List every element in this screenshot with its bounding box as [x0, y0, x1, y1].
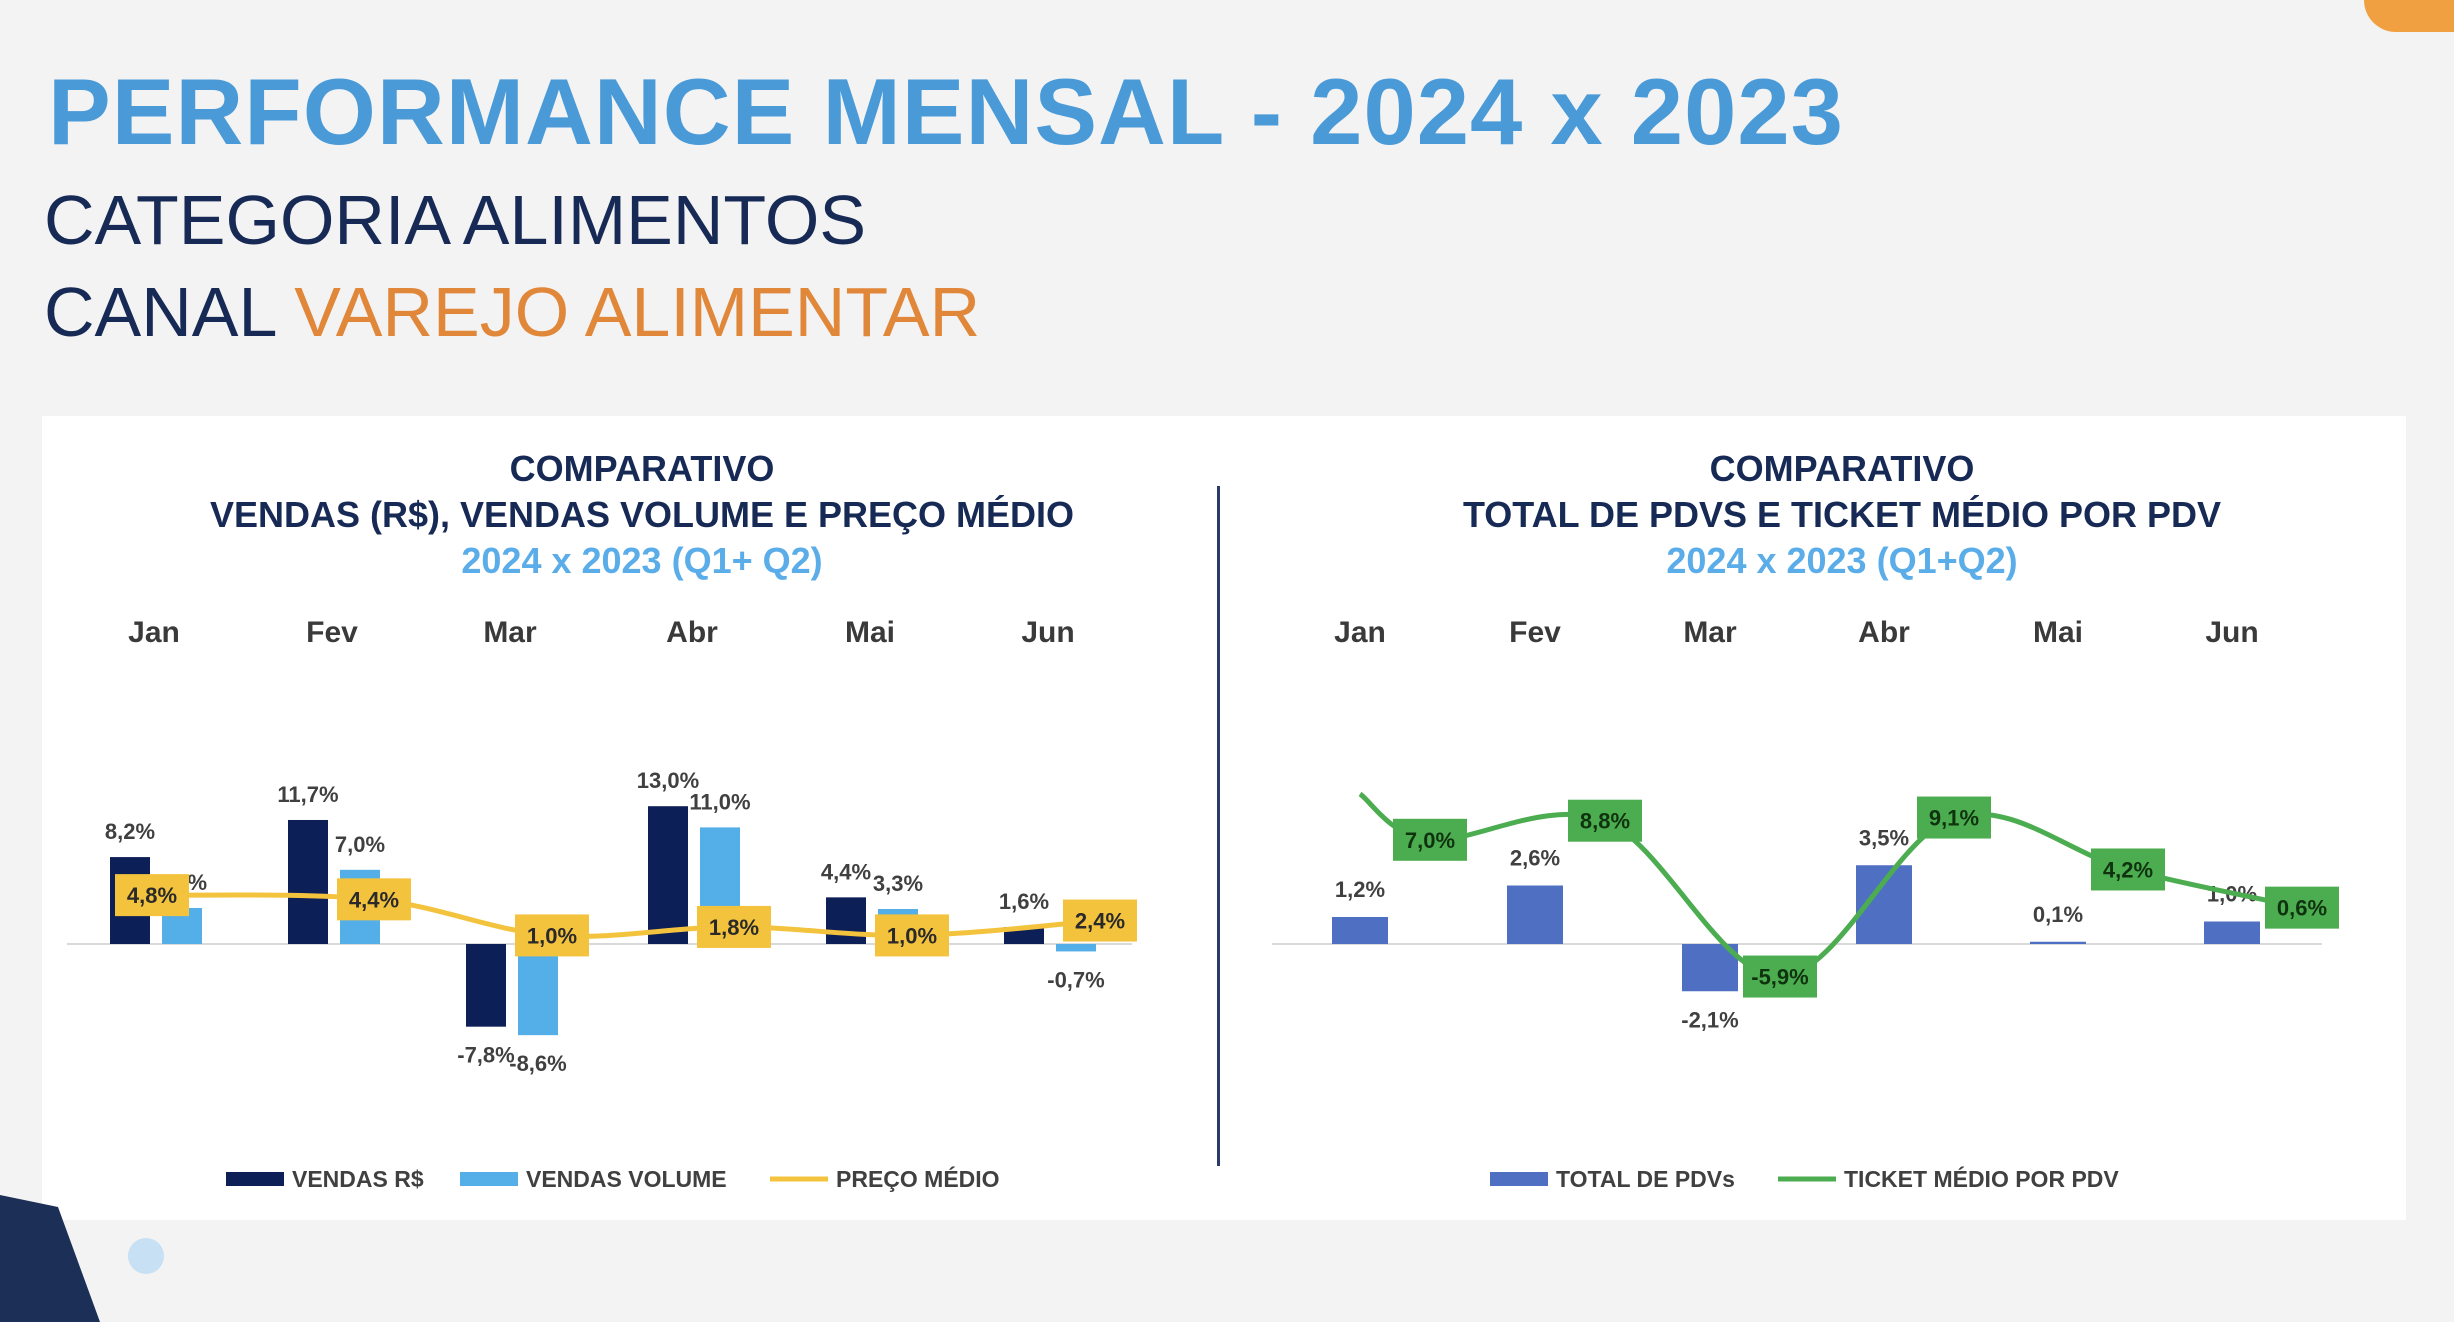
charts-panel: COMPARATIVO VENDAS (R$), VENDAS VOLUME E…	[42, 416, 2406, 1220]
charts-divider	[1217, 486, 1220, 1166]
right-label-ticket-box	[2091, 848, 2165, 891]
left-label-vendas: 11,7%	[277, 782, 338, 807]
left-bar-vendas	[826, 897, 866, 944]
left-label-preco: 4,4%	[349, 887, 399, 912]
left-month-label: Jan	[128, 616, 180, 649]
left-heading-2: VENDAS (R$), VENDAS VOLUME E PREÇO MÉDIO	[209, 494, 1075, 535]
legend-ticket: TICKET MÉDIO POR PDV	[1844, 1165, 2119, 1192]
corner-shape-decoration	[0, 1195, 100, 1322]
left-label-preco-box	[875, 914, 949, 957]
left-label-volume: 7,0%	[335, 832, 385, 857]
right-month-label: Mai	[2033, 616, 2083, 649]
legend-preco: PREÇO MÉDIO	[836, 1165, 1000, 1192]
right-label-pdv: 1,2%	[1335, 877, 1385, 902]
right-heading-1: COMPARATIVO	[1709, 448, 1975, 489]
channel-prefix: CANAL	[44, 273, 295, 351]
left-chart-heading: COMPARATIVO VENDAS (R$), VENDAS VOLUME E…	[92, 446, 1192, 584]
left-label-volume: 11,0%	[689, 789, 750, 814]
right-heading-2: TOTAL DE PDVS E TICKET MÉDIO POR PDV	[1462, 494, 2222, 535]
left-label-preco-box	[1063, 899, 1137, 942]
right-label-ticket-box	[1743, 955, 1817, 998]
category-subtitle: CATEGORIA ALIMENTOS	[44, 181, 867, 259]
left-label-preco: 1,0%	[887, 923, 937, 948]
left-month-label: Jun	[1021, 616, 1074, 649]
legend-swatch-pdv	[1490, 1172, 1548, 1186]
left-label-volume: -0,7%	[1047, 967, 1104, 992]
left-label-vendas: 8,2%	[105, 819, 155, 844]
right-month-label: Abr	[1858, 616, 1910, 649]
charts-svg: JanFevMarAbrMaiJun8,2%3,4%11,7%7,0%-7,8%…	[67, 616, 2339, 1192]
left-label-volume: 3,3%	[873, 871, 923, 896]
right-month-label: Jan	[1334, 616, 1386, 649]
legend-swatch-vendas	[226, 1172, 284, 1186]
legend-pdv: TOTAL DE PDVs	[1556, 1166, 1735, 1192]
left-label-preco: 1,0%	[527, 923, 577, 948]
left-label-preco: 2,4%	[1075, 909, 1125, 934]
left-bar-vendas	[288, 819, 328, 944]
left-label-preco: 1,8%	[709, 915, 759, 940]
right-label-ticket-box	[1393, 818, 1467, 861]
left-label-preco-box	[337, 878, 411, 921]
right-label-pdv: 3,5%	[1859, 825, 1909, 850]
right-label-ticket: 7,0%	[1405, 828, 1455, 853]
channel-name: VAREJO ALIMENTAR	[294, 273, 981, 351]
right-bar-pdv	[2030, 941, 2086, 944]
left-label-preco-box	[697, 905, 771, 948]
left-bar-vendas	[466, 944, 506, 1027]
left-label-vendas: 4,4%	[821, 859, 871, 884]
right-label-pdv: 0,1%	[2033, 902, 2083, 927]
left-heading-1: COMPARATIVO	[509, 448, 775, 489]
left-bar-volume	[1056, 944, 1096, 952]
right-label-ticket: 8,8%	[1580, 809, 1630, 834]
right-month-label: Mar	[1683, 616, 1737, 649]
right-month-label: Fev	[1509, 616, 1561, 649]
left-month-label: Abr	[666, 616, 718, 649]
right-bar-pdv	[1507, 885, 1563, 944]
right-label-ticket: 0,6%	[2277, 896, 2327, 921]
right-bar-pdv	[1332, 917, 1388, 944]
left-bar-vendas	[648, 806, 688, 944]
corner-decoration	[2364, 0, 2454, 32]
right-label-ticket-box	[2265, 886, 2339, 929]
left-label-vendas: 1,6%	[999, 889, 1049, 914]
left-label-preco-box	[115, 874, 189, 917]
right-month-label: Jun	[2205, 616, 2258, 649]
channel-subtitle: CANAL VAREJO ALIMENTAR	[44, 272, 980, 352]
dot-decoration	[128, 1238, 164, 1274]
left-bar-volume	[518, 944, 558, 1036]
left-bar-vendas	[1004, 927, 1044, 944]
left-month-label: Fev	[306, 616, 358, 649]
left-heading-3: 2024 x 2023 (Q1+ Q2)	[461, 540, 823, 581]
right-label-ticket: -5,9%	[1751, 965, 1808, 990]
left-label-preco: 4,8%	[127, 883, 177, 908]
left-label-preco-box	[515, 914, 589, 957]
page-title: PERFORMANCE MENSAL - 2024 x 2023	[48, 59, 1844, 164]
left-month-label: Mar	[483, 616, 537, 649]
left-month-label: Mai	[845, 616, 895, 649]
right-label-pdv: -2,1%	[1681, 1007, 1738, 1032]
left-label-volume: -8,6%	[509, 1051, 566, 1076]
right-heading-3: 2024 x 2023 (Q1+Q2)	[1666, 540, 2018, 581]
right-label-ticket-box	[1568, 799, 1642, 842]
legend-volume: VENDAS VOLUME	[526, 1166, 727, 1192]
legend-swatch-volume	[460, 1172, 518, 1186]
right-label-ticket-box	[1917, 796, 1991, 839]
right-label-ticket: 9,1%	[1929, 806, 1979, 831]
right-label-pdv: 2,6%	[1510, 846, 1560, 871]
left-label-vendas: -7,8%	[457, 1043, 514, 1068]
left-label-vendas: 13,0%	[637, 768, 699, 793]
right-label-ticket: 4,2%	[2103, 857, 2153, 882]
right-bar-pdv	[2204, 921, 2260, 944]
right-chart-heading: COMPARATIVO TOTAL DE PDVS E TICKET MÉDIO…	[1292, 446, 2392, 584]
legend-vendas: VENDAS R$	[292, 1166, 424, 1192]
